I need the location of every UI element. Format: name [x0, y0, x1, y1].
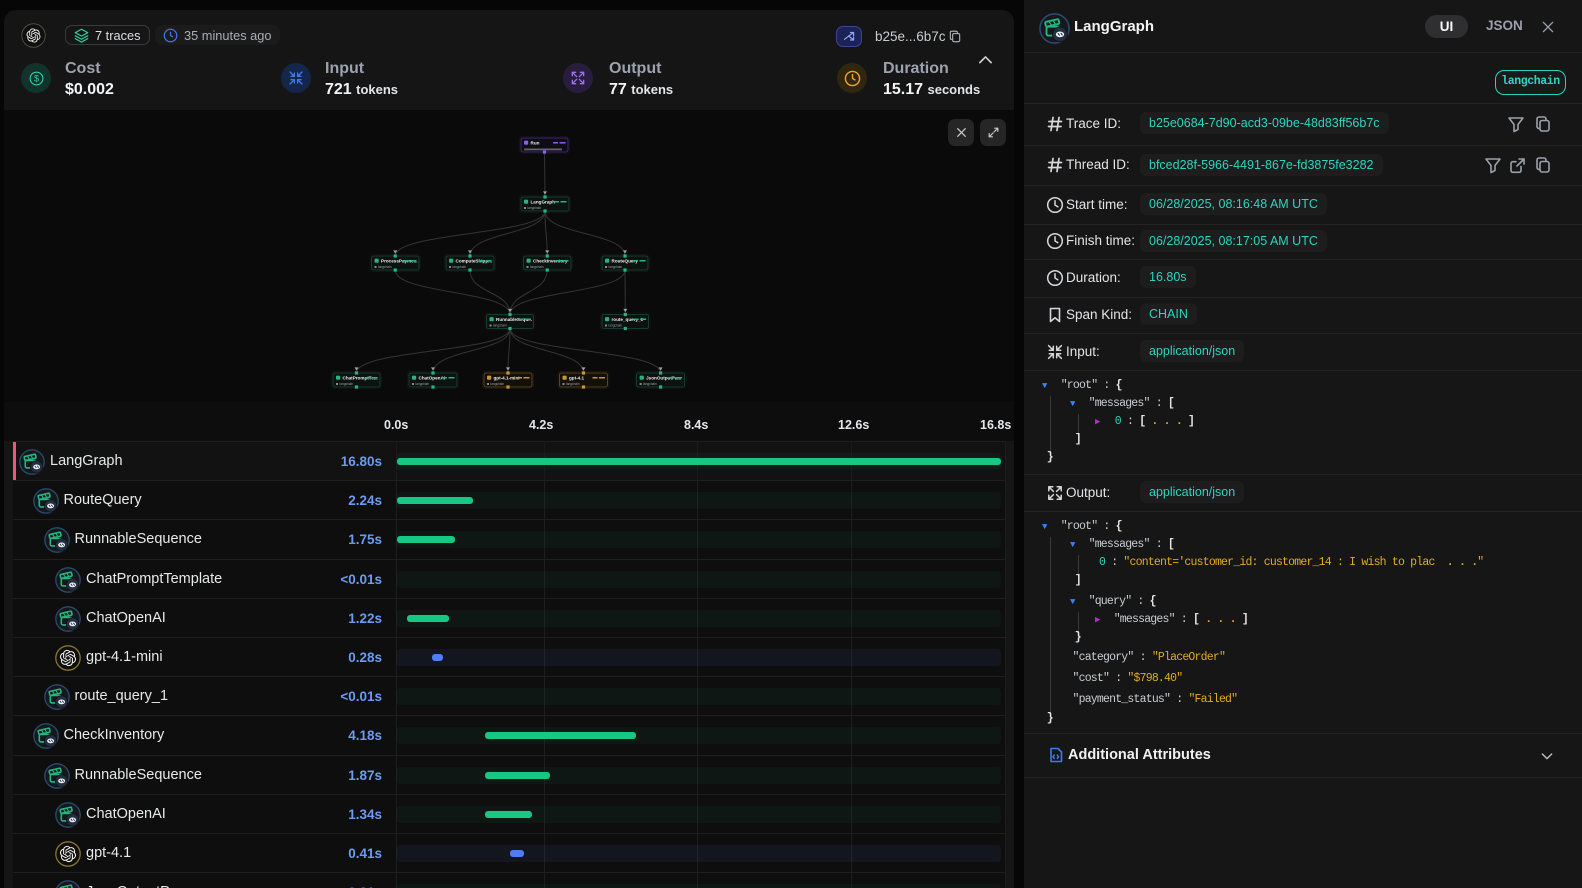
svg-text:langchain: langchain	[493, 324, 507, 328]
svg-text:langchain: langchain	[453, 265, 467, 269]
svg-text:langchain: langchain	[643, 382, 657, 386]
svg-text:langchain: langchain	[340, 382, 354, 386]
svg-text:ChatOpenAI: ChatOpenAI	[419, 376, 446, 381]
svg-text:langchain: langchain	[609, 265, 623, 269]
svg-text:$: $	[33, 73, 38, 83]
svg-text:gpt-4.1-mini: gpt-4.1-mini	[494, 376, 520, 381]
svg-text:langchain: langchain	[528, 206, 542, 210]
svg-text:RunnableSequ...: RunnableSequ...	[496, 317, 532, 322]
svg-text:langchain: langchain	[609, 324, 623, 328]
svg-text:CheckInventory: CheckInventory	[533, 259, 568, 264]
svg-text:ProcessPayme...: ProcessPayme...	[381, 259, 418, 264]
svg-text:Run: Run	[531, 141, 540, 146]
svg-text:JsonOutputPa...: JsonOutputPa...	[646, 376, 681, 381]
svg-text:ChatPromptTe...: ChatPromptTe...	[343, 376, 378, 381]
svg-text:gpt-4.1: gpt-4.1	[569, 376, 585, 381]
svg-text:langchain: langchain	[378, 265, 392, 269]
svg-text:langchain: langchain	[491, 382, 505, 386]
svg-text:route_query_1: route_query_1	[612, 317, 644, 322]
svg-text:langchain: langchain	[530, 265, 544, 269]
svg-text:LangGraph: LangGraph	[531, 200, 556, 205]
svg-text:RouteQuery: RouteQuery	[612, 259, 639, 264]
svg-text:ComputeShipp...: ComputeShipp...	[456, 259, 493, 264]
svg-text:langchain: langchain	[566, 382, 580, 386]
svg-text:langchain: langchain	[416, 382, 430, 386]
